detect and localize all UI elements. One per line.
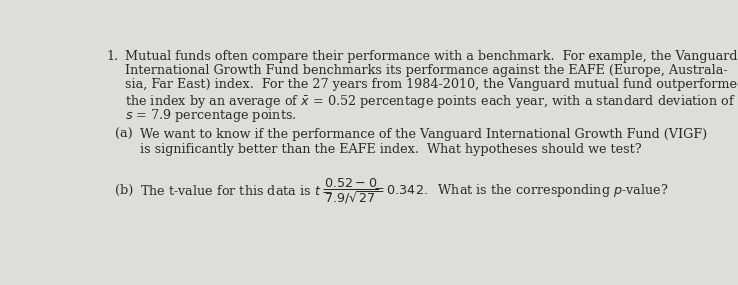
Text: (a): (a) — [116, 128, 134, 141]
Text: We want to know if the performance of the Vanguard International Growth Fund (VI: We want to know if the performance of th… — [140, 128, 708, 141]
Text: the index by an average of $\bar{x}$ = 0.52 percentage points each year, with a : the index by an average of $\bar{x}$ = 0… — [125, 93, 736, 110]
Text: $\dfrac{0.52-0}{7.9/\sqrt{27}}$: $\dfrac{0.52-0}{7.9/\sqrt{27}}$ — [324, 176, 378, 206]
Text: sia, Far East) index.  For the 27 years from 1984-2010, the Vanguard mutual fund: sia, Far East) index. For the 27 years f… — [125, 78, 738, 91]
Text: $s$ = 7.9 percentage points.: $s$ = 7.9 percentage points. — [125, 107, 297, 124]
Text: Mutual funds often compare their performance with a benchmark.  For example, the: Mutual funds often compare their perform… — [125, 50, 737, 63]
Text: 1.: 1. — [106, 50, 118, 63]
Text: International Growth Fund benchmarks its performance against the EAFE (Europe, A: International Growth Fund benchmarks its… — [125, 64, 728, 77]
Text: (b): (b) — [116, 184, 134, 197]
Text: is significantly better than the EAFE index.  What hypotheses should we test?: is significantly better than the EAFE in… — [140, 142, 642, 156]
Text: $= 0.342.$  What is the corresponding $p$-value?: $= 0.342.$ What is the corresponding $p$… — [370, 182, 668, 199]
Text: The t-value for this data is $t =$: The t-value for this data is $t =$ — [140, 184, 334, 198]
